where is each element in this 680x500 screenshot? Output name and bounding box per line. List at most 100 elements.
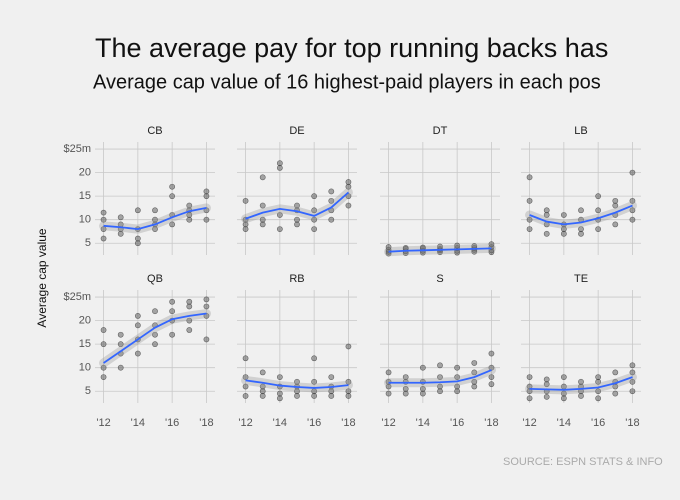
data-point [134,312,141,319]
x-tick-label: '12 [96,417,110,429]
data-point [203,296,210,303]
data-point [242,383,249,390]
data-point [152,341,158,348]
data-point [402,374,409,381]
data-point [543,393,550,400]
data-point [345,388,352,395]
data-point [100,235,107,242]
data-point [169,221,176,228]
data-point [595,374,602,381]
data-point [437,383,443,390]
x-tick-label: '14 [273,417,287,429]
data-point [203,336,210,343]
data-point [152,331,158,338]
strip-label: QB [147,273,163,285]
data-point [526,216,533,223]
data-point [259,216,266,223]
data-point [294,378,300,385]
y-tick-label: 5 [85,385,91,397]
data-point [117,331,124,338]
data-point [311,226,318,233]
data-point [276,374,283,381]
data-point [100,341,107,348]
data-point [134,350,141,357]
data-point [629,388,636,395]
data-point [134,235,141,242]
y-tick-label: $25m [63,143,91,155]
data-point [242,393,249,399]
data-point [134,322,141,329]
data-point [629,197,636,204]
data-point [526,395,533,402]
data-point [152,308,158,315]
strip-label: RB [289,273,304,285]
data-point [186,327,193,333]
strip-label: TE [574,273,588,285]
data-point [242,197,249,204]
data-point [276,160,283,167]
data-point [186,298,193,305]
smooth-line [529,204,633,226]
chart-title: The average pay for top running backs ha… [95,33,608,63]
data-point [345,179,352,185]
x-tick-label: '16 [450,417,464,429]
data-point [578,207,584,214]
data-point [543,376,550,383]
data-point [629,378,636,385]
data-point [471,360,478,366]
data-point [294,202,300,209]
strip-label: LB [574,125,587,137]
data-point [612,390,619,397]
y-tick-label: 20 [79,167,91,179]
x-tick-label: '18 [199,417,213,429]
data-point [345,378,352,385]
data-point [242,355,249,362]
y-tick-label: 10 [79,214,91,226]
data-point [560,212,567,218]
data-point [169,331,176,338]
data-point [328,197,335,204]
data-point [595,193,602,200]
data-point [560,390,567,397]
data-point [454,364,461,371]
data-point [402,385,409,392]
x-tick-label: '18 [341,417,355,429]
strip-label: CB [147,125,162,137]
y-tick-label: 20 [79,315,91,327]
data-point [560,374,567,381]
data-point [100,209,107,216]
data-point [294,216,300,223]
smooth-line [388,247,492,253]
data-point [578,378,584,385]
data-point [419,364,426,371]
data-point [488,381,495,388]
data-point [276,212,283,218]
data-point [186,202,193,209]
data-point [100,216,107,223]
chart-subtitle: Average cap value of 16 highest-paid pla… [93,71,601,93]
y-tick-label: 10 [79,362,91,374]
data-point [629,362,636,369]
y-tick-label: 15 [79,190,91,202]
data-point [471,378,478,385]
x-tick-label: '12 [238,417,252,429]
data-point [100,327,107,333]
data-point [454,374,461,381]
data-point [100,374,107,381]
data-point [311,193,318,200]
data-point [612,369,619,376]
data-point [526,197,533,204]
data-point [543,207,550,214]
data-point [169,183,176,190]
data-point [100,364,107,371]
smooth-line [103,312,207,364]
data-point [385,244,392,250]
data-point [242,374,249,381]
data-point [385,369,392,376]
data-point [117,341,124,348]
x-tick-label: '12 [522,417,536,429]
strip-label: S [436,273,443,285]
x-tick-label: '16 [165,417,179,429]
